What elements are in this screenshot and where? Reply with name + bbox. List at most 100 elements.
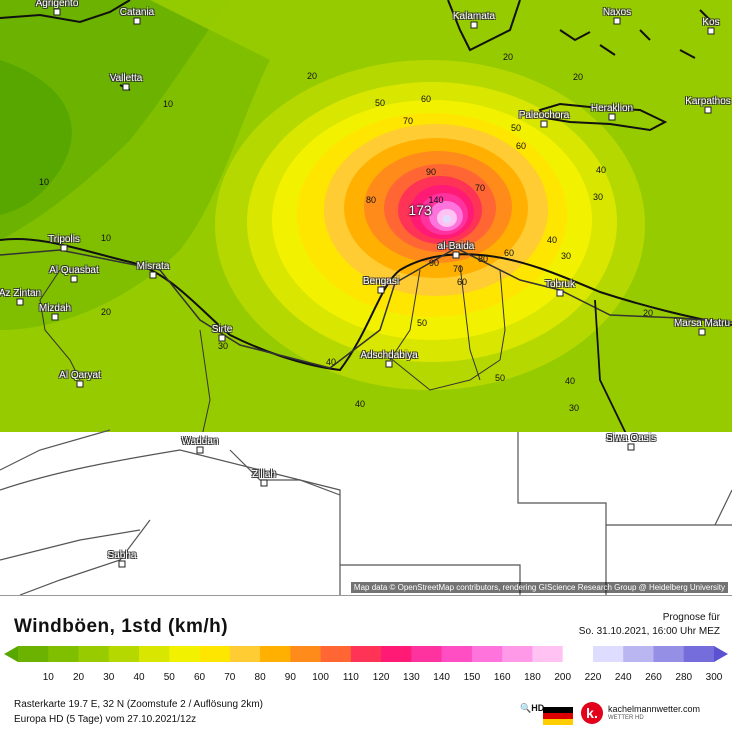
city-marker[interactable] — [60, 244, 68, 252]
city-marker[interactable] — [608, 113, 616, 121]
city-marker[interactable] — [16, 298, 24, 306]
hd-search-icon[interactable]: 🔍HD — [520, 703, 545, 713]
legend-swatch — [350, 646, 382, 662]
city-marker[interactable] — [627, 443, 635, 451]
contour-label: 40 — [564, 376, 576, 386]
city-marker[interactable] — [470, 21, 478, 29]
legend-swatch — [320, 646, 352, 662]
city-label[interactable]: Naxos — [602, 7, 632, 18]
city-label[interactable]: Sirte — [211, 324, 233, 335]
legend-swatch — [169, 646, 201, 662]
contour-label: 90 — [428, 258, 440, 268]
raster-info: Rasterkarte 19.7 E, 32 N (Zoomstufe 2 / … — [14, 699, 264, 710]
model-info: Europa HD (5 Tage) vom 27.10.2021/12z — [14, 714, 197, 725]
legend-tick-label: 220 — [584, 672, 602, 683]
city-marker[interactable] — [377, 286, 385, 294]
contour-label: 60 — [456, 277, 468, 287]
legend-swatch — [381, 646, 412, 662]
city-marker[interactable] — [70, 275, 78, 283]
city-label[interactable]: Kalamata — [452, 11, 496, 22]
city-label[interactable]: Valletta — [109, 73, 143, 84]
city-marker[interactable] — [76, 380, 84, 388]
city-label[interactable]: Paleochora — [518, 110, 570, 121]
max-gust-label: 173 — [408, 202, 432, 218]
city-marker[interactable] — [385, 360, 393, 368]
weather-map[interactable]: Agrigento Catania Kalamata Naxos Kos Valletta… — [0, 0, 732, 596]
city-marker[interactable] — [707, 27, 715, 35]
legend-swatch — [592, 646, 624, 662]
city-marker[interactable] — [704, 106, 712, 114]
legend-tick-label: 280 — [675, 672, 693, 683]
map-credit[interactable]: Map data © OpenStreetMap contributors, r… — [350, 582, 728, 593]
city-label[interactable]: Agrigento — [35, 0, 79, 9]
city-label[interactable]: Zillah — [252, 469, 276, 480]
contour-label: 20 — [502, 52, 514, 62]
city-label[interactable]: Al Qaryat — [59, 370, 101, 381]
legend-arrow-high — [714, 646, 728, 662]
city-marker[interactable] — [698, 328, 706, 336]
city-marker[interactable] — [218, 334, 226, 342]
city-label[interactable]: Waddan — [181, 436, 219, 447]
contour-label: 10 — [38, 177, 50, 187]
legend-tick-label: 300 — [705, 672, 723, 683]
city-label[interactable]: Catania — [119, 7, 155, 18]
city-marker[interactable] — [260, 479, 268, 487]
city-label[interactable]: Tobruk — [544, 279, 576, 290]
city-label[interactable]: Mizdah — [38, 303, 72, 314]
city-label[interactable]: Marsa Matru — [673, 318, 731, 329]
city-label[interactable]: Sabha — [107, 550, 137, 561]
legend-tick-label: 10 — [42, 672, 54, 683]
city-marker[interactable] — [51, 313, 59, 321]
city-label[interactable]: Misrata — [136, 261, 170, 272]
city-label[interactable]: Siwa Oasis — [605, 433, 657, 444]
legend-swatch — [441, 646, 473, 662]
city-marker[interactable] — [540, 120, 548, 128]
german-flag-icon[interactable] — [543, 707, 573, 725]
legend-tick-label: 160 — [493, 672, 511, 683]
brand-name[interactable]: kachelmannwetter.com — [608, 704, 701, 714]
city-label[interactable]: Bengasi — [362, 276, 400, 287]
map-title: Windböen, 1std (km/h) — [14, 616, 229, 637]
city-label[interactable]: Az Zintan — [0, 288, 42, 299]
contour-label: 70 — [452, 264, 464, 274]
contour-label: 40 — [354, 399, 366, 409]
wind-gust-field — [0, 0, 732, 595]
legend-tick-label: 50 — [163, 672, 175, 683]
city-marker[interactable] — [149, 271, 157, 279]
contour-label: 80 — [365, 195, 377, 205]
city-label[interactable]: Al Quasbat — [49, 265, 99, 276]
city-marker[interactable] — [452, 251, 460, 259]
city-marker[interactable] — [122, 83, 130, 91]
legend-swatch — [653, 646, 685, 662]
city-marker[interactable] — [118, 560, 126, 568]
contour-label: 10 — [162, 99, 174, 109]
footer-logos[interactable]: 🔍HD k. kachelmannwetter.com WETTER HD — [520, 699, 730, 727]
legend-tick-label: 110 — [342, 672, 359, 683]
city-label[interactable]: al-Baida — [437, 241, 475, 252]
contour-label: 30 — [560, 251, 572, 261]
legend-swatch — [411, 646, 443, 662]
city-marker[interactable] — [196, 446, 204, 454]
city-label[interactable]: Kos — [702, 17, 720, 28]
city-marker[interactable] — [53, 8, 61, 16]
legend-tick-label: 40 — [133, 672, 145, 683]
legend-tick-label: 90 — [284, 672, 296, 683]
city-marker[interactable] — [556, 289, 564, 297]
legend-tick-label: 20 — [72, 672, 85, 683]
city-marker[interactable] — [613, 17, 621, 25]
kachelmann-logo-icon[interactable]: k. — [581, 702, 603, 724]
contour-label: 30 — [217, 341, 229, 351]
city-label[interactable]: Heraklion — [590, 103, 634, 114]
city-marker[interactable] — [133, 17, 141, 25]
contour-label: 40 — [546, 235, 558, 245]
legend-tick-label: 30 — [103, 672, 115, 683]
legend-arrow-low — [4, 646, 18, 662]
city-label[interactable]: Adschdabiya — [360, 350, 418, 361]
city-label[interactable]: Tripolis — [48, 234, 80, 245]
legend-tick-label: 100 — [312, 672, 329, 683]
forecast-label: Prognose für — [662, 612, 720, 623]
contour-label: 70 — [474, 183, 486, 193]
city-label[interactable]: Karpathos — [685, 96, 731, 107]
contour-label: 60 — [420, 94, 432, 104]
contour-label: 50 — [510, 123, 522, 133]
